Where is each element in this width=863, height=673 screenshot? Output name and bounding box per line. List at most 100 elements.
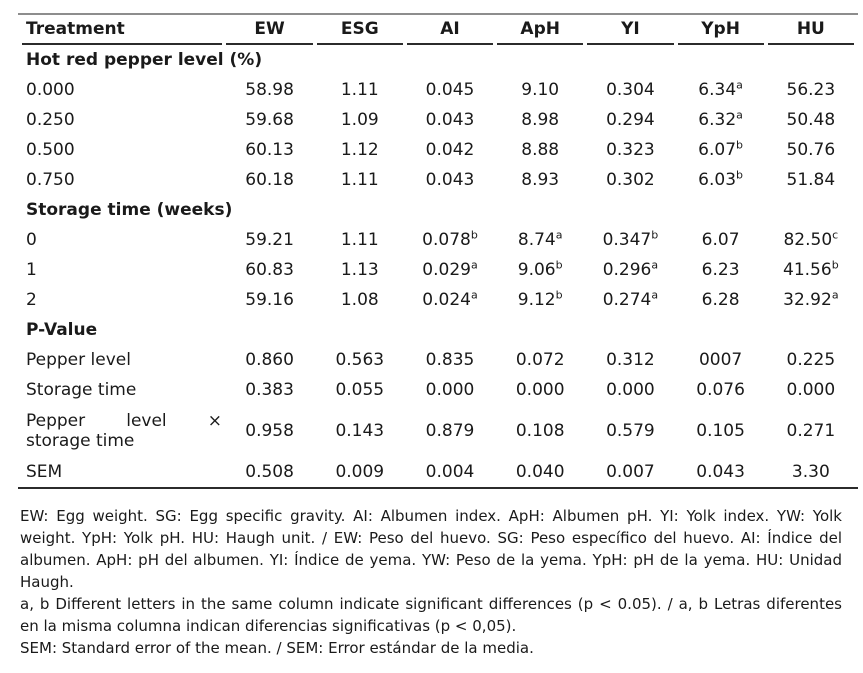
row-label: 2 <box>26 290 37 310</box>
value-cell: 60.18 <box>245 170 294 190</box>
value-cell: 0.323 <box>606 140 655 160</box>
value-cell: 8.98 <box>521 110 560 130</box>
value-cell: 32.92a <box>783 288 839 310</box>
value-cell: 9.06b <box>517 258 563 280</box>
value-cell: 6.07 <box>701 230 740 250</box>
row-label: Pepper level × storage time <box>26 411 222 451</box>
value-cell: 0.045 <box>425 80 475 100</box>
significance-letter: a <box>736 78 743 92</box>
footnote-text: a, b Different letters in the same colum… <box>20 595 842 635</box>
value-cell: 59.16 <box>245 290 294 310</box>
table-row: 1 60.83 1.13 0.029a 9.06b 0.296a 6.23 41.56b <box>22 255 854 285</box>
value-cell: 0.043 <box>425 110 475 130</box>
value-cell: 1.11 <box>340 170 379 190</box>
value-cell: 0.040 <box>515 462 565 482</box>
value-cell: 0.000 <box>425 380 475 400</box>
column-header-treatment: Treatment <box>22 15 223 45</box>
value-cell: 9.10 <box>521 80 560 100</box>
value-cell: 6.28 <box>701 290 740 310</box>
value-cell: 41.56b <box>783 258 839 280</box>
value-cell: 6.07b <box>698 138 744 160</box>
value-cell: 0.043 <box>425 170 475 190</box>
value-cell: 0.143 <box>335 421 385 441</box>
column-header-esg: ESG <box>316 15 403 45</box>
header-row: Treatment EW ESG AI ApH YI YpH HU <box>22 15 854 45</box>
value-cell: 6.23 <box>701 260 740 280</box>
column-header-yph: YpH <box>677 15 764 45</box>
value-cell: 0.225 <box>786 350 836 370</box>
value-cell: 0.296a <box>602 258 659 280</box>
value-cell: 0.294 <box>606 110 655 130</box>
value-cell: 6.32a <box>698 108 743 130</box>
row-label: 0 <box>26 230 37 250</box>
value-cell: 1.09 <box>340 110 379 130</box>
value-cell: 0.007 <box>606 462 655 482</box>
section-header-row: Storage time (weeks) <box>22 195 854 225</box>
significance-letter: a <box>651 288 659 302</box>
value-cell: 0.347b <box>602 228 659 250</box>
paper-table-page: Treatment EW ESG AI ApH YI YpH HU Hot red peppe… <box>18 13 858 659</box>
value-cell: 59.68 <box>245 110 294 130</box>
value-cell: 0.958 <box>245 421 294 441</box>
value-cell: 1.11 <box>340 80 379 100</box>
value-cell: 9.12b <box>517 288 563 310</box>
section-header-row: Hot red pepper level (%) <box>22 45 854 75</box>
value-cell: 0.029a <box>422 258 478 280</box>
row-label: 0.250 <box>26 110 75 130</box>
table-row: SEM 0.508 0.009 0.004 0.040 0.007 0.043 3.30 <box>22 457 854 487</box>
footnotes-block: EW: Egg weight. SG: Egg specific gravity… <box>20 505 842 659</box>
value-cell: 0.000 <box>515 380 565 400</box>
section-header: Hot red pepper level (%) <box>26 50 263 70</box>
value-cell: 6.03b <box>698 168 744 190</box>
footnote-text: EW: Egg weight. SG: Egg specific gravity… <box>20 507 842 591</box>
value-cell: 0.835 <box>425 350 475 370</box>
significance-letter: a <box>831 288 839 302</box>
value-cell: 8.93 <box>521 170 560 190</box>
table-body: Hot red pepper level (%) 0.000 58.98 1.11 0.… <box>22 45 854 487</box>
value-cell: 0.271 <box>786 421 836 441</box>
significance-letter: a <box>651 258 659 272</box>
section-header-row: P-Value <box>22 315 854 345</box>
table-row: 0.500 60.13 1.12 0.042 8.88 0.323 6.07b 50.76 <box>22 135 854 165</box>
value-cell: 0.108 <box>515 421 565 441</box>
results-table: Treatment EW ESG AI ApH YI YpH HU Hot red peppe… <box>18 13 858 489</box>
significance-letter: b <box>470 228 478 242</box>
value-cell: 0.304 <box>606 80 655 100</box>
value-cell: 51.84 <box>786 170 836 190</box>
value-cell: 60.13 <box>245 140 294 160</box>
value-cell: 0.009 <box>335 462 385 482</box>
table-head: Treatment EW ESG AI ApH YI YpH HU <box>22 15 854 45</box>
value-cell: 0.072 <box>515 350 565 370</box>
row-label: Storage time <box>26 380 137 400</box>
row-label: 0.750 <box>26 170 75 190</box>
value-cell: 50.76 <box>786 140 836 160</box>
value-cell: 1.13 <box>340 260 379 280</box>
row-label: 0.000 <box>26 80 75 100</box>
value-cell: 0.078b <box>422 228 478 250</box>
value-cell: 56.23 <box>786 80 836 100</box>
value-cell: 1.12 <box>340 140 379 160</box>
value-cell: 0.055 <box>335 380 385 400</box>
section-header: Storage time (weeks) <box>26 200 233 220</box>
significance-letter: b <box>555 258 563 272</box>
table-row: Storage time 0.383 0.055 0.000 0.000 0.000 0.0… <box>22 375 854 405</box>
column-header-ai: AI <box>406 15 494 45</box>
value-cell: 0.076 <box>696 380 745 400</box>
value-cell: 50.48 <box>786 110 836 130</box>
value-cell: 0.043 <box>696 462 745 482</box>
value-cell: 0.274a <box>602 288 659 310</box>
value-cell: 60.83 <box>245 260 294 280</box>
row-label: 1 <box>26 260 37 280</box>
value-cell: 59.21 <box>245 230 294 250</box>
value-cell: 0.000 <box>786 380 836 400</box>
table-row: 0.000 58.98 1.11 0.045 9.10 0.304 6.34a 56.23 <box>22 75 854 105</box>
value-cell: 0.024a <box>422 288 478 310</box>
value-cell: 0007 <box>698 350 743 370</box>
significance-letter: c <box>832 228 839 242</box>
significance-letter: a <box>470 258 478 272</box>
row-label: SEM <box>26 462 63 482</box>
footnote-text: SEM: Standard error of the mean. / SEM: … <box>20 639 534 657</box>
significance-letter: a <box>555 228 563 242</box>
value-cell: 0.302 <box>606 170 655 190</box>
value-cell: 1.11 <box>340 230 379 250</box>
